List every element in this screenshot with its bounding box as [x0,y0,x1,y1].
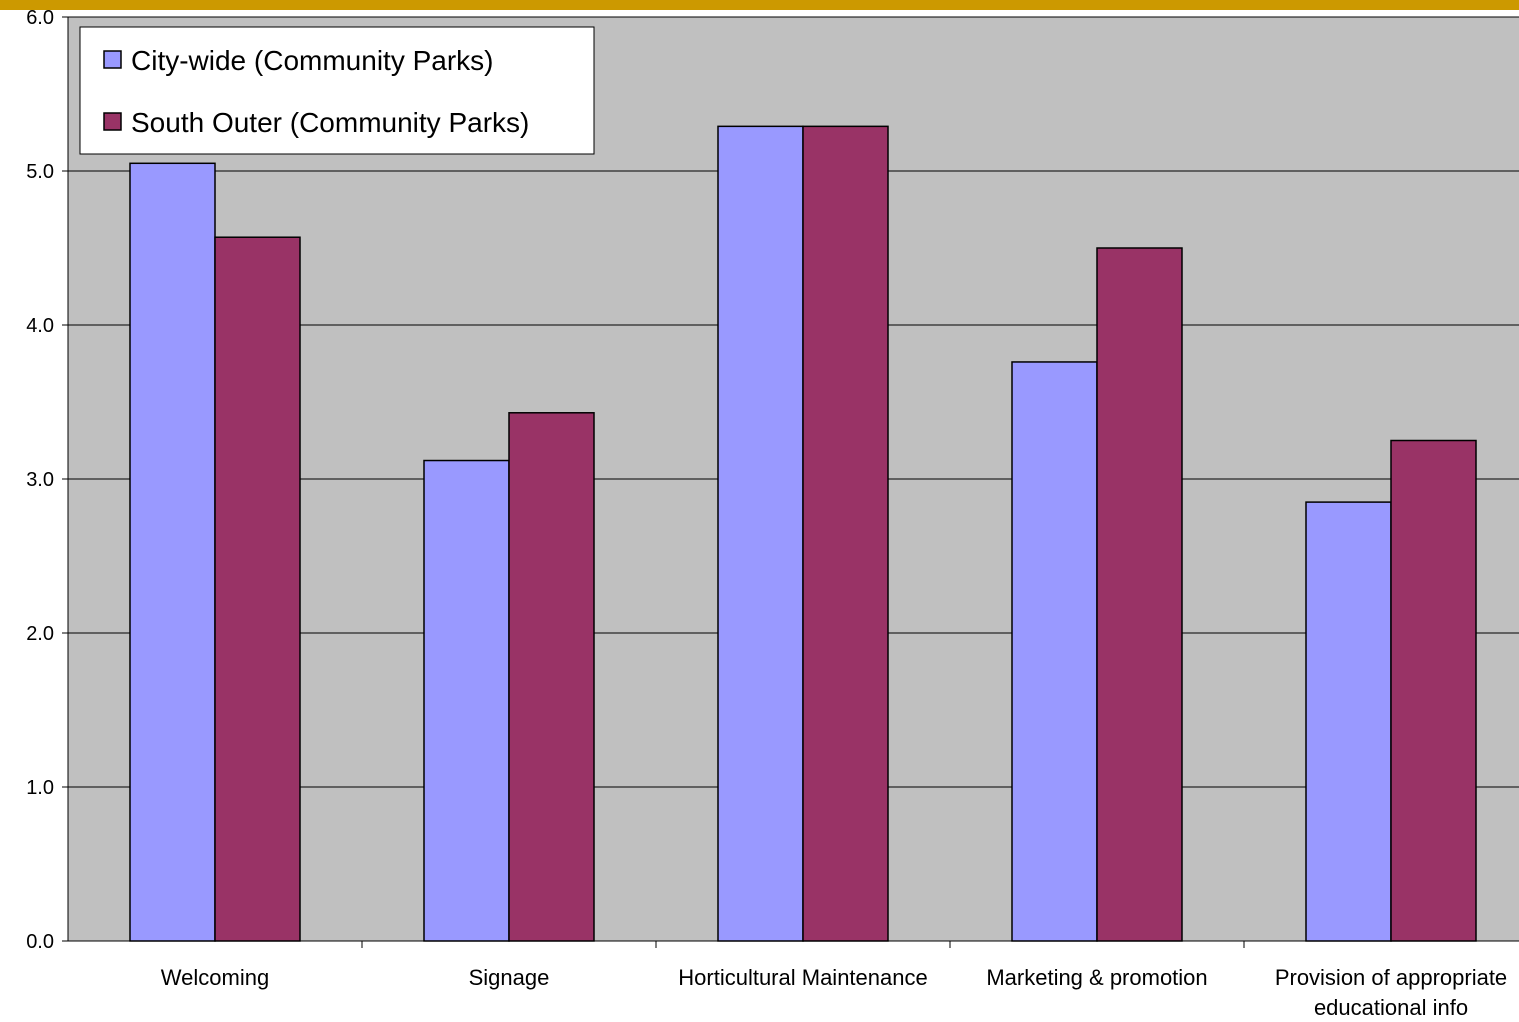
y-tick-label: 2.0 [26,623,54,645]
series-city-wide-bar [423,459,510,942]
series-south-outer-bar [1096,247,1183,942]
series-south-outer-bar [508,412,595,942]
legend-label: South Outer (Community Parks) [131,107,529,138]
bars [129,125,1477,942]
x-category-label: Signage [469,965,550,990]
series-city-wide-bar [1305,501,1392,942]
y-tick-label: 6.0 [26,7,54,29]
series-city-wide-bar [129,162,216,942]
x-category-label: Welcoming [161,965,269,990]
y-tick-label: 5.0 [26,161,54,183]
x-category-label: Provision of appropriate educational info [1275,965,1507,1020]
y-tick-labels: 0.0 1.0 2.0 3.0 4.0 5.0 6.0 [26,7,54,953]
y-tick-label: 3.0 [26,469,54,491]
legend-swatch [103,50,122,69]
top-accent-bar [0,0,1519,10]
y-tick-label: 4.0 [26,315,54,337]
y-tick-label: 1.0 [26,777,54,799]
series-south-outer-bar [1390,439,1477,942]
series-south-outer-bar [214,236,301,942]
x-category-label: Marketing & promotion [986,965,1207,990]
x-category-labels: Welcoming Signage Horticultural Maintenanc… [161,965,1507,1020]
legend-label: City-wide (Community Parks) [131,45,494,76]
legend-box [79,26,595,155]
series-city-wide-bar [717,125,804,942]
series-south-outer-bar [802,125,889,942]
axes [62,16,1519,948]
legend-swatch [103,112,122,131]
legend: City-wide (Community Parks) South Outer (… [79,26,595,155]
x-category-label: Horticultural Maintenance [678,965,927,990]
series-city-wide-bar [1011,361,1098,942]
y-tick-label: 0.0 [26,931,54,953]
